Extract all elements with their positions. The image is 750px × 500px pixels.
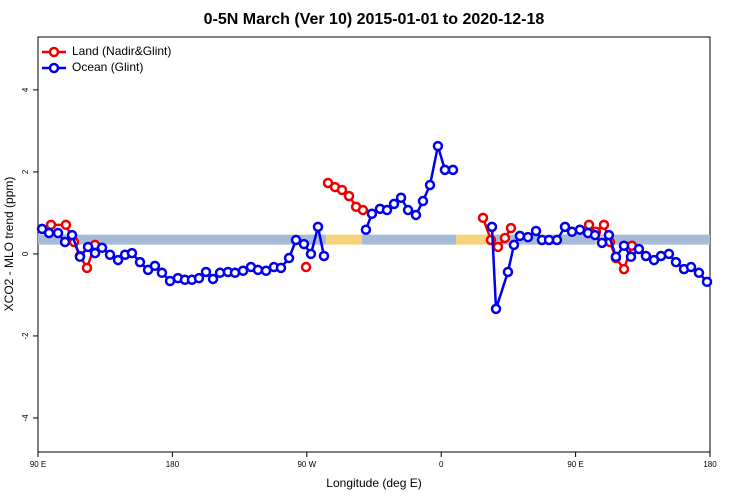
- data-point: [357, 204, 369, 216]
- data-point: [298, 238, 310, 250]
- data-point: [505, 222, 517, 234]
- data-point: [300, 261, 312, 273]
- x-tick-label: 0: [439, 460, 444, 469]
- data-point: [502, 266, 514, 278]
- data-point: [693, 267, 705, 279]
- data-point: [663, 248, 675, 260]
- data-point: [43, 227, 55, 239]
- data-point: [104, 249, 116, 261]
- data-point: [514, 230, 526, 242]
- data-point: [60, 219, 72, 231]
- data-point: [112, 254, 124, 266]
- data-point: [583, 219, 595, 231]
- data-point: [701, 276, 713, 288]
- data-point: [283, 252, 295, 264]
- data-point: [305, 248, 317, 260]
- data-point: [200, 266, 212, 278]
- y-tick-label: 0: [21, 251, 30, 256]
- data-point: [207, 273, 219, 285]
- data-point: [149, 260, 161, 272]
- data-point: [366, 208, 378, 219]
- data-point: [492, 241, 504, 253]
- data-point: [618, 240, 630, 251]
- chart-title: 0-5N March (Ver 10) 2015-01-01 to 2020-1…: [204, 11, 545, 28]
- data-point: [229, 267, 241, 279]
- legend-marker: [48, 46, 60, 58]
- data-point: [360, 224, 372, 235]
- x-axis-label: Longitude (deg E): [326, 476, 421, 490]
- data-point: [134, 256, 146, 268]
- data-point: [598, 219, 610, 231]
- data-point: [640, 250, 652, 262]
- data-point: [625, 251, 637, 263]
- data-point: [381, 204, 393, 216]
- data-point: [589, 229, 601, 241]
- data-point: [522, 231, 534, 243]
- data-point: [395, 192, 407, 204]
- legend-label: Ocean (Glint): [72, 60, 143, 74]
- data-point: [45, 219, 57, 231]
- y-tick-label: -2: [21, 332, 30, 340]
- data-point: [551, 234, 563, 246]
- data-point: [89, 247, 101, 259]
- data-point: [610, 251, 622, 263]
- x-tick-label: 180: [703, 460, 717, 469]
- data-point: [530, 225, 542, 237]
- y-axis-label: XCO2 - MLO trend (ppm): [2, 177, 16, 312]
- data-point: [447, 164, 459, 176]
- data-point: [410, 209, 422, 221]
- data-point: [417, 195, 429, 207]
- data-point: [336, 184, 348, 196]
- data-point: [312, 221, 324, 233]
- x-tick-label: 90 E: [30, 460, 46, 469]
- data-point: [424, 179, 436, 191]
- data-point: [559, 221, 571, 233]
- data-point: [432, 140, 444, 152]
- data-point: [66, 229, 78, 241]
- data-point: [96, 242, 108, 254]
- data-point: [603, 229, 615, 241]
- data-point: [290, 234, 302, 246]
- data-point: [260, 265, 272, 276]
- legend-marker: [48, 62, 60, 74]
- y-tick-label: -4: [21, 414, 30, 422]
- data-point: [633, 243, 645, 255]
- data-point: [670, 256, 682, 268]
- series-line: [50, 181, 634, 272]
- data-point: [388, 198, 400, 210]
- y-tick-label: 4: [21, 87, 30, 92]
- data-point: [156, 267, 168, 279]
- data-point: [237, 265, 249, 276]
- data-point: [490, 303, 502, 315]
- data-point: [74, 251, 86, 263]
- data-point: [252, 264, 264, 276]
- data-point: [81, 262, 93, 274]
- legend-label: Land (Nadir&Glint): [72, 44, 171, 58]
- x-tick-label: 90 W: [297, 460, 316, 469]
- data-point: [574, 224, 586, 235]
- data-point: [508, 239, 520, 251]
- data-point: [343, 190, 355, 202]
- data-point: [499, 232, 511, 244]
- data-point: [59, 236, 71, 248]
- data-point: [477, 212, 489, 224]
- data-point: [275, 262, 287, 274]
- x-tick-label: 90 E: [567, 460, 583, 469]
- data-point: [596, 237, 608, 249]
- data-point: [126, 247, 138, 259]
- data-point: [52, 227, 64, 239]
- data-point: [193, 272, 205, 284]
- data-point: [439, 164, 451, 176]
- data-point: [318, 250, 330, 262]
- y-tick-label: 2: [21, 169, 30, 174]
- x-tick-label: 180: [166, 460, 180, 469]
- data-point: [685, 261, 697, 273]
- data-point: [82, 241, 94, 253]
- data-point: [618, 263, 630, 275]
- data-point: [486, 221, 498, 233]
- data-point: [402, 204, 414, 216]
